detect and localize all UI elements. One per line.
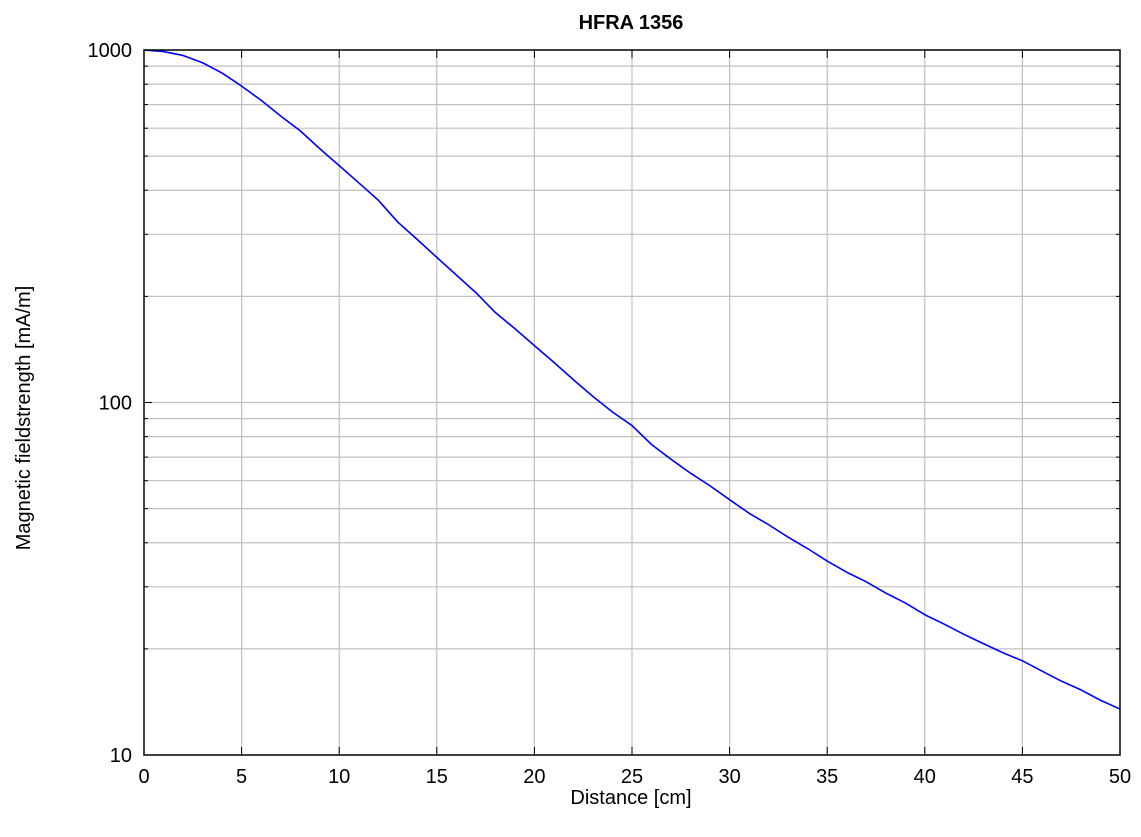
x-tick-label: 50 [1109,766,1131,788]
x-tick-label: 5 [236,766,247,788]
x-tick-label: 10 [328,766,350,788]
y-axis-tick-labels: 10 100 1000 [88,40,133,767]
x-tick-label: 0 [138,766,149,788]
grid [144,50,1120,755]
x-tick-label: 20 [523,766,545,788]
axis-ticks [143,50,1121,756]
y-tick-label: 1000 [88,40,133,62]
y-axis-label: Magnetic fieldstrength [mA/m] [13,286,35,551]
x-tick-label: 30 [718,766,740,788]
x-tick-label: 25 [621,766,643,788]
y-tick-label: 10 [110,745,132,767]
x-axis-tick-labels: 0 5 10 15 20 25 30 35 40 45 50 [138,766,1131,788]
plot-area [143,49,1121,710]
x-tick-label: 40 [914,766,936,788]
x-tick-label: 45 [1011,766,1033,788]
chart-title: HFRA 1356 [579,12,684,34]
series-line [143,49,1121,710]
x-tick-label: 35 [816,766,838,788]
x-axis-label: Distance [cm] [570,787,691,809]
y-tick-label: 100 [99,393,132,415]
x-tick-label: 15 [426,766,448,788]
